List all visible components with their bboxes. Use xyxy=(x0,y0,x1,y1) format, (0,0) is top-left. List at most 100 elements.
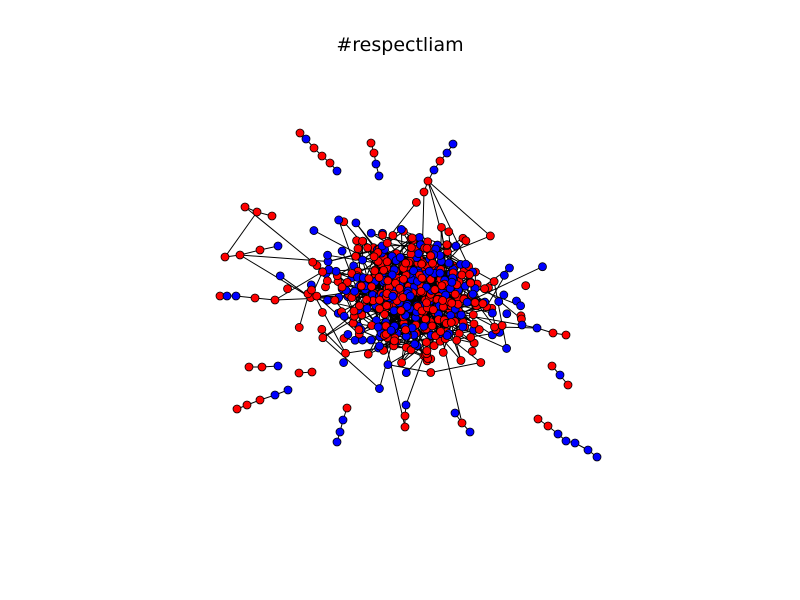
graph-node-blue xyxy=(447,277,457,287)
graph-node-red xyxy=(353,244,363,254)
graph-edge xyxy=(387,364,431,373)
graph-edge xyxy=(310,297,385,315)
graph-node-red xyxy=(307,285,316,295)
graph-node-red xyxy=(232,404,242,414)
graph-edge xyxy=(244,206,318,266)
graph-node-red xyxy=(270,295,280,305)
graph-node-blue xyxy=(458,322,468,332)
graph-node-blue xyxy=(275,271,285,281)
graph-node-red xyxy=(325,158,335,168)
graph-node-red xyxy=(255,245,265,255)
graph-node-red xyxy=(379,265,389,275)
graph-node-blue xyxy=(373,322,383,332)
graph-node-red xyxy=(342,403,352,413)
graph-edge xyxy=(394,322,447,344)
graph-node-blue xyxy=(339,311,349,321)
graph-node-red xyxy=(398,274,408,284)
graph-node-blue xyxy=(366,335,376,345)
graph-node-red xyxy=(367,282,376,292)
graph-node-red xyxy=(308,257,318,267)
graph-node-red xyxy=(255,395,265,405)
graph-node-red xyxy=(317,324,327,334)
graph-node-blue xyxy=(350,286,359,296)
graph-node-red xyxy=(428,305,438,315)
graph-node-blue xyxy=(339,358,348,367)
graph-node-blue xyxy=(395,252,405,262)
graph-node-blue xyxy=(383,360,393,369)
graph-node-blue xyxy=(468,289,478,299)
graph-node-blue xyxy=(405,291,415,301)
graph-node-red xyxy=(429,341,439,351)
graph-node-red xyxy=(364,274,374,284)
graph-node-red xyxy=(497,321,507,331)
graph-node-red xyxy=(235,250,245,260)
graph-node-red xyxy=(427,321,437,331)
graph-node-red xyxy=(430,285,440,295)
graph-edge xyxy=(239,254,312,299)
graph-node-blue xyxy=(415,232,424,242)
graph-node-red xyxy=(389,336,399,346)
graph-node-blue xyxy=(461,259,471,269)
graph-node-blue xyxy=(222,291,232,301)
graph-node-red xyxy=(294,323,304,332)
graph-edge xyxy=(321,328,346,354)
graph-node-red xyxy=(521,281,531,291)
graph-node-red xyxy=(444,227,454,237)
graph-node-red xyxy=(480,284,490,294)
graph-node-blue xyxy=(561,436,571,446)
graph-node-red xyxy=(252,207,262,217)
graph-node-red xyxy=(533,414,543,424)
graph-node-red xyxy=(318,308,327,317)
graph-nodes xyxy=(215,128,602,462)
graph-node-red xyxy=(452,335,462,345)
graph-node-red xyxy=(250,293,260,303)
graph-node-blue xyxy=(442,331,452,340)
graph-node-red xyxy=(400,411,410,421)
graph-node-red xyxy=(375,295,384,305)
graph-node-blue xyxy=(335,427,345,437)
graph-node-red xyxy=(356,281,366,291)
graph-node-blue xyxy=(386,325,396,335)
graph-node-blue xyxy=(231,291,241,301)
graph-node-red xyxy=(426,251,436,261)
graph-node-red xyxy=(438,348,448,357)
graph-node-red xyxy=(436,327,445,336)
graph-node-blue xyxy=(323,250,333,260)
graph-node-red xyxy=(396,306,406,316)
graph-node-red xyxy=(437,281,447,291)
graph-node-red xyxy=(341,348,350,358)
graph-edge xyxy=(311,289,346,354)
graph-node-red xyxy=(423,176,433,186)
graph-node-blue xyxy=(456,310,466,320)
graph-node-blue xyxy=(283,385,293,395)
graph-node-red xyxy=(401,258,411,268)
graph-node-red xyxy=(563,380,573,390)
graph-node-blue xyxy=(338,415,348,425)
graph-node-red xyxy=(543,421,553,431)
graph-node-red xyxy=(312,291,322,301)
graph-node-red xyxy=(244,362,254,372)
graph-edge xyxy=(440,331,463,424)
graph-node-red xyxy=(417,273,427,283)
graph-node-blue xyxy=(273,241,283,251)
graph-node-red xyxy=(466,278,475,288)
graph-node-blue xyxy=(396,225,406,234)
graph-node-red xyxy=(354,325,364,335)
graph-edge xyxy=(274,271,323,301)
graph-node-red xyxy=(242,400,252,410)
graph-node-blue xyxy=(592,452,602,462)
graph-node-red xyxy=(366,138,376,148)
graph-node-red xyxy=(416,286,426,296)
graph-node-red xyxy=(382,301,392,310)
graph-node-red xyxy=(547,361,557,371)
graph-node-red xyxy=(411,197,421,207)
graph-node-red xyxy=(476,358,486,367)
graph-node-red xyxy=(337,282,347,292)
graph-edge xyxy=(430,361,481,373)
graph-node-blue xyxy=(401,400,411,410)
graph-node-red xyxy=(349,306,359,316)
graph-node-blue xyxy=(409,266,418,276)
graph-node-red xyxy=(397,358,406,368)
graph-node-blue xyxy=(375,341,384,351)
